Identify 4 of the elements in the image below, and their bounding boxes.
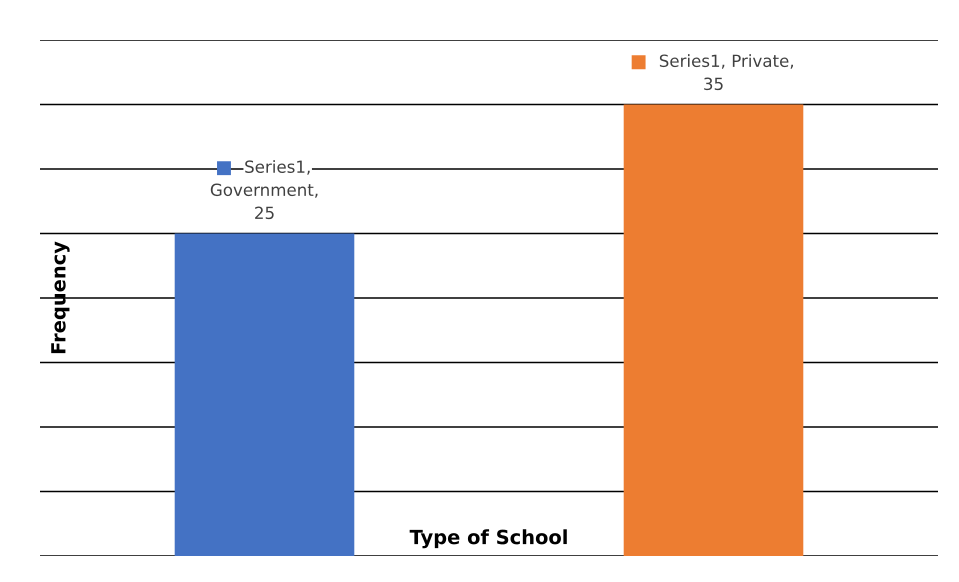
data-label: Series1, Private, 35	[660, 54, 793, 90]
data-label: Series1, Government, 25	[210, 160, 318, 220]
x-axis-title: Type of School	[410, 529, 567, 548]
y-axis-title: Frequency	[51, 241, 70, 354]
